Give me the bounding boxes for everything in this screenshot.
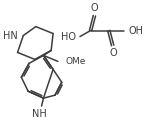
Text: HN: HN <box>3 31 18 41</box>
Text: O: O <box>110 48 117 58</box>
Text: HO: HO <box>61 31 76 42</box>
Text: OH: OH <box>128 26 143 36</box>
Text: OMe: OMe <box>66 57 86 66</box>
Text: NH: NH <box>32 109 47 119</box>
Text: O: O <box>91 3 98 13</box>
